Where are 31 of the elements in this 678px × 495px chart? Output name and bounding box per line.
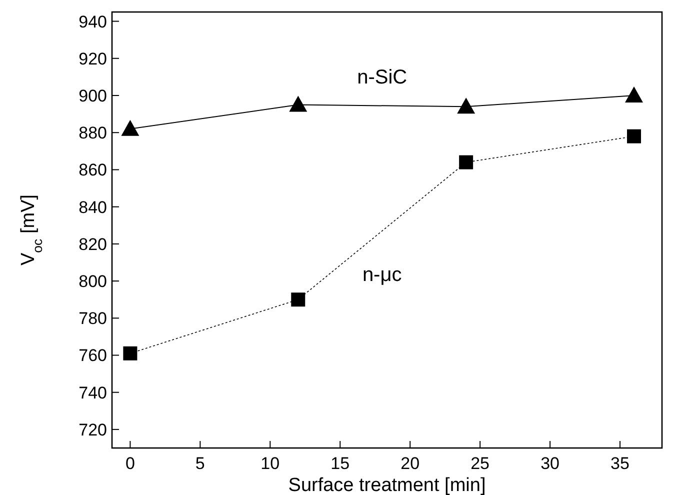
x-tick-label: 5 (195, 454, 205, 473)
series-label: n-μc (362, 264, 402, 286)
y-tick-label: 880 (78, 124, 107, 143)
point (627, 129, 642, 144)
x-tick-label: 10 (260, 454, 280, 473)
x-tick-label: 0 (125, 454, 135, 473)
point (457, 98, 476, 114)
point (121, 120, 140, 136)
x-axis-title: Surface treatment [min] (288, 475, 486, 495)
point (289, 96, 308, 112)
y-tick-label: 900 (78, 86, 107, 106)
point (123, 346, 138, 360)
x-tick-label: 15 (330, 454, 350, 473)
y-tick-label: 720 (78, 420, 107, 440)
point (291, 292, 306, 307)
y-tick-label: 760 (78, 346, 107, 366)
x-tick-label: 25 (470, 454, 490, 473)
x-tick-label: 35 (610, 454, 630, 473)
y-tick-label: 820 (78, 234, 107, 254)
y-tick-label: 780 (78, 309, 107, 328)
series-label: n-SiC (357, 66, 408, 89)
y-tick-label: 840 (78, 198, 107, 217)
y-tick-label: 740 (78, 383, 107, 402)
y-tick-label: 920 (78, 49, 107, 68)
x-tick-label: 20 (400, 454, 420, 473)
y-tick-label: 800 (78, 272, 107, 292)
y-tick-label: 860 (78, 160, 107, 180)
y-tick-label: 940 (78, 12, 107, 32)
point (625, 86, 644, 102)
point (459, 155, 474, 170)
x-tick-label: 30 (540, 454, 560, 473)
